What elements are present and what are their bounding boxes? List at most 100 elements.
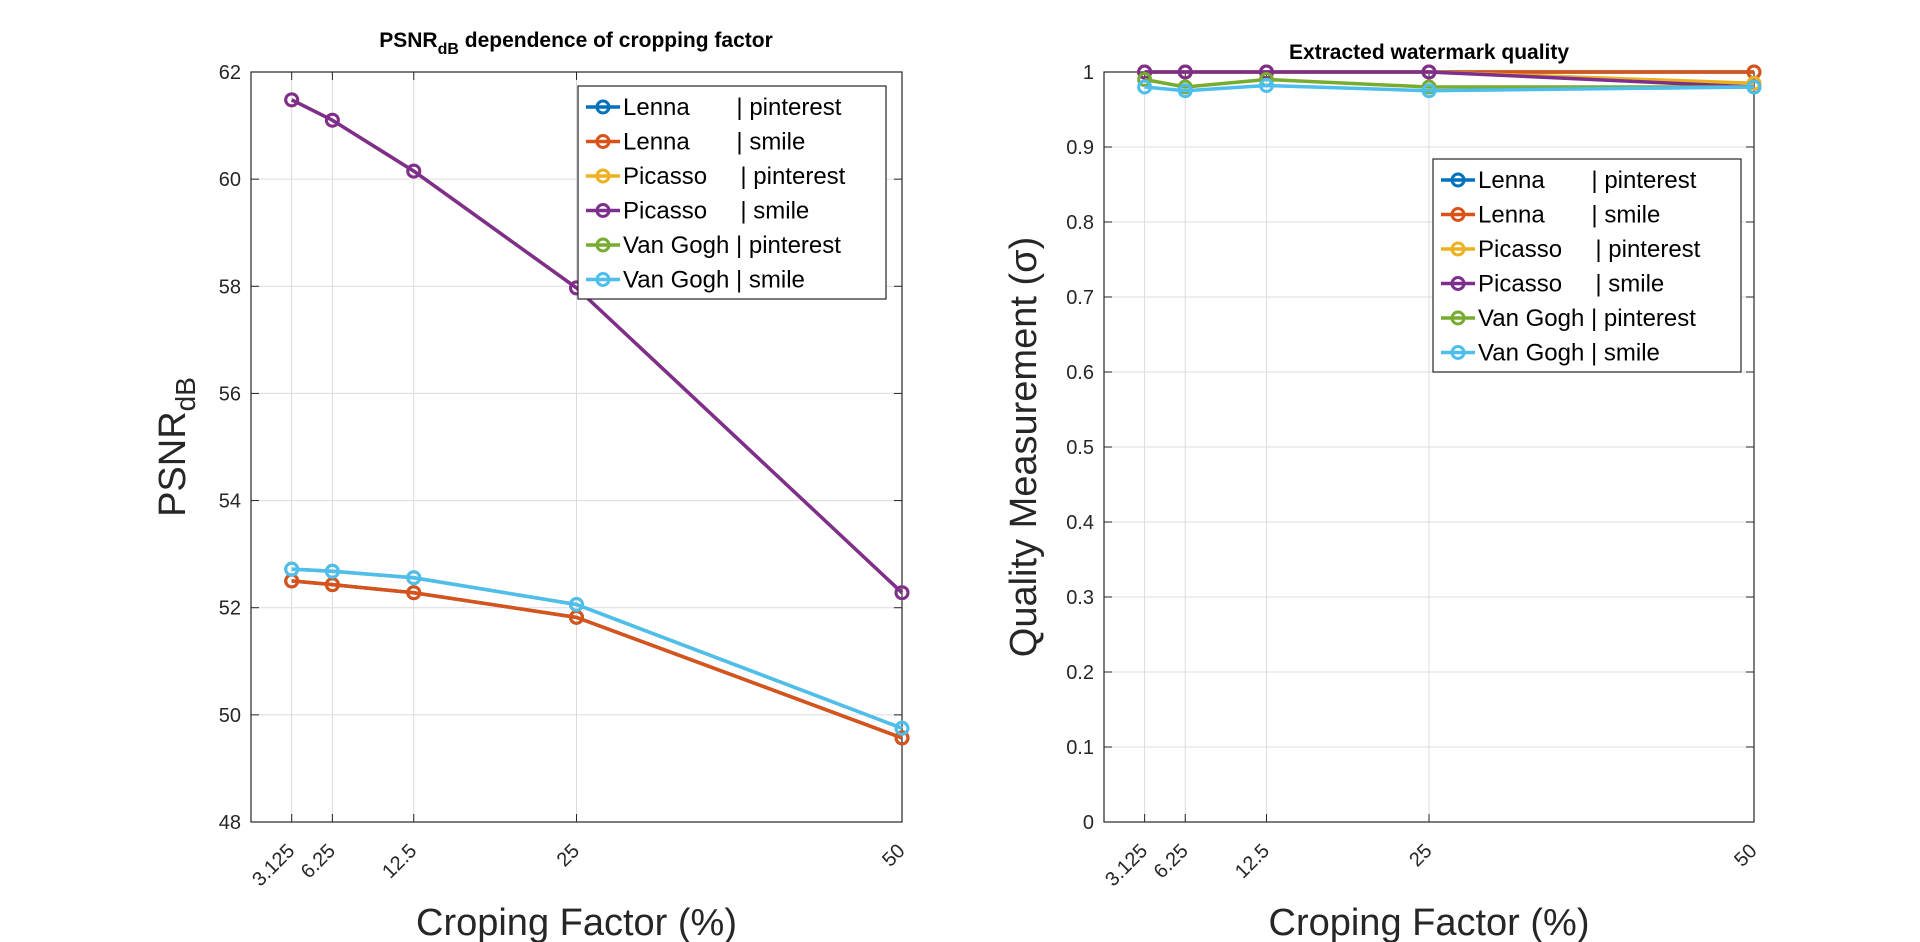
legend-item: Van Gogh | smile [586,267,805,294]
legend-swatch-marker [1450,276,1466,291]
legend-item: Lenna | smile [1441,202,1660,229]
tick-marks [1104,71,1755,823]
legend-label: Van Gogh | smile [623,267,805,294]
data-point [894,720,910,736]
series-line [291,579,903,740]
legend-item: Van Gogh | pinterest [586,232,841,259]
data-point [284,92,300,108]
y-tick-label: 0.4 [1066,512,1094,534]
legend-swatch-marker [595,99,611,115]
chart-title: PSNRdB dependence of cropping factor [379,29,773,58]
legend-item: Van Gogh | pinterest [1441,305,1696,332]
legend-label: Van Gogh | pinterest [623,232,841,259]
y-tick-label: 56 [219,383,241,405]
legend-label: Picasso | pinterest [623,163,846,190]
legend-label: Lenna | pinterest [623,94,842,121]
chart-title: Extracted watermark quality [1289,41,1569,64]
x-tick-label: 50 [1730,840,1761,871]
series-1 [284,573,910,746]
legend-swatch-marker [1450,241,1466,257]
x-tick-label: 12.5 [378,840,421,883]
legend-label: Lenna | pinterest [1478,167,1697,194]
y-tick-label: 58 [219,276,241,298]
x-tick-label: 3.125 [1101,840,1152,891]
y-tick-label: 0.8 [1066,212,1094,234]
data-point [324,112,340,128]
y-tick-label: 0.7 [1066,287,1094,309]
legend-item: Van Gogh | smile [1441,340,1660,367]
series-line [1144,83,1755,93]
x-axis-label: Croping Factor (%) [416,902,737,942]
data-point [406,163,422,179]
y-tick-label: 52 [219,598,241,620]
x-tick-label: 50 [878,840,909,871]
legend-swatch-marker [595,272,611,287]
tick-marks [251,71,903,823]
x-tick-label: 3.125 [248,840,299,891]
series-line [290,98,904,594]
legend-frame [577,85,887,300]
series-line [291,579,903,740]
data-point [1259,78,1274,93]
y-tick-label: 54 [219,491,241,513]
x-tick-label: 25 [553,840,584,871]
legend-item: Picasso | pinterest [1441,236,1701,263]
data-point [406,570,422,586]
legend-frame [1432,158,1742,373]
legend: Lenna | pinterest Lenna | smile Picasso | … [1432,158,1742,373]
x-tick-label: 6.25 [1150,840,1193,883]
data-point [894,585,910,601]
legend-swatch-marker [595,168,611,184]
x-axis-label: Croping Factor (%) [1269,902,1590,942]
x-tick-label: 6.25 [297,840,340,883]
legend-label: Van Gogh | pinterest [1478,305,1696,332]
legend-swatch-marker [595,237,611,253]
data-point [1137,64,1153,80]
y-tick-label: 50 [219,705,241,727]
data-point [406,585,422,601]
legend-swatch-marker [1450,310,1466,326]
y-tick-label: 0.6 [1066,362,1094,384]
y-tick-label: 0.5 [1066,437,1094,459]
legend-swatch-marker [595,203,611,218]
data-point [569,597,584,612]
y-axis-label: Quality Measurement (σ) [1003,237,1045,657]
y-tick-label: 1 [1083,62,1094,84]
y-tick-label: 0.1 [1066,737,1094,759]
y-tick-label: 60 [219,169,241,191]
legend-label: Van Gogh | smile [1478,340,1660,367]
y-axis-label: PSNRdB [152,377,201,517]
legend-label: Picasso | pinterest [1478,236,1701,263]
legend-item: Lenna | pinterest [1441,167,1697,194]
data-point [324,563,340,579]
legend-label: Lenna | smile [623,129,805,156]
legend-label: Lenna | smile [1478,202,1660,229]
data-point [284,561,300,577]
y-tick-label: 62 [219,62,241,84]
legend-item: Picasso | smile [1441,271,1664,298]
legend-item: Lenna | pinterest [586,94,842,121]
legend-swatch-marker [1450,172,1466,188]
legend-swatch-marker [1450,207,1466,222]
legend-swatch-marker [595,134,611,149]
series-line [291,567,903,730]
series-3 [284,92,910,601]
data-point [1137,79,1153,95]
legend-item: Picasso | pinterest [586,163,846,190]
data-point [1137,72,1153,87]
legend-swatch-marker [1450,345,1466,360]
data-point [1421,64,1437,80]
series-5 [1137,78,1762,99]
data-point [1746,79,1762,95]
data-point [1177,64,1193,80]
data-point [894,730,910,746]
series-0 [284,573,910,746]
data-point [1177,83,1193,99]
series-5 [284,561,910,736]
legend: Lenna | pinterest Lenna | smile Picasso | … [577,85,887,300]
legend-item: Picasso | smile [586,198,809,225]
y-tick-label: 0.3 [1066,587,1094,609]
